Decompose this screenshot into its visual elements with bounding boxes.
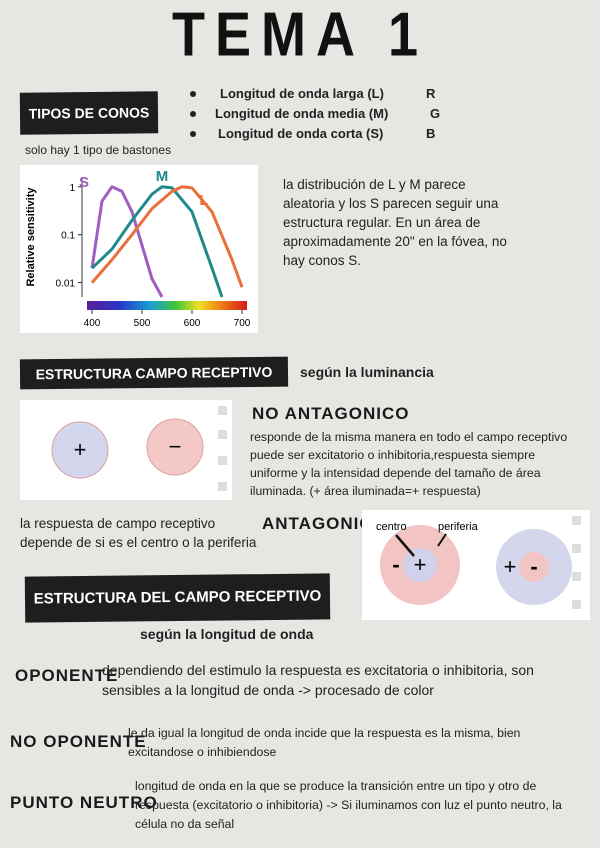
arrow	[437, 533, 447, 547]
series-label: M	[156, 168, 169, 185]
cell-excitatory	[51, 421, 109, 479]
cone-letter: B	[426, 126, 436, 141]
series-label: L	[199, 192, 208, 209]
label: periferia	[438, 521, 479, 533]
term: NO OPONENTE	[10, 732, 147, 751]
section-tag: TIPOS DE CONOS	[19, 91, 159, 135]
paragraph: responde de la misma manera en todo el c…	[250, 430, 568, 498]
plot	[90, 185, 244, 298]
cone-item: Longitud de onda larga (L) R	[190, 84, 460, 104]
sensitivity-chart: Relative sensitivity 1 0.1 0.01 400 500 600 70…	[20, 165, 258, 333]
x-tick-label: 400	[84, 318, 101, 329]
sign: -	[530, 554, 537, 579]
deco	[218, 456, 227, 465]
curve	[90, 185, 244, 288]
sign: +	[504, 554, 517, 579]
cone-text: Longitud de onda media (M)	[215, 106, 389, 121]
x-tick-label: 600	[184, 318, 201, 329]
subtitle: según la luminancia	[300, 364, 434, 380]
cone-item: Longitud de onda media (M) G	[190, 104, 460, 124]
deco	[572, 544, 581, 553]
definition: le da igual la longitud de onda incide q…	[128, 726, 521, 759]
deco	[218, 430, 227, 439]
center	[403, 548, 437, 582]
center	[519, 552, 549, 582]
sign: -	[392, 552, 399, 577]
series-label: S	[79, 174, 89, 191]
note: solo hay 1 tipo de bastones	[25, 143, 172, 157]
cone-list: Longitud de onda larga (L) R Longitud de …	[190, 84, 460, 144]
cell-inhibitory	[146, 418, 204, 476]
deco	[572, 516, 581, 525]
cone-letter: R	[426, 86, 436, 101]
cone-letter: G	[430, 106, 441, 121]
subtitle: según la longitud de onda	[140, 626, 314, 642]
cone-text: Longitud de onda corta (S)	[218, 126, 384, 141]
cone-item: Longitud de onda corta (S) B	[190, 124, 460, 144]
deco	[218, 482, 227, 491]
sign: +	[414, 552, 427, 577]
y-label: Relative sensitivity	[25, 187, 37, 287]
term: ANTAGONICO	[262, 514, 387, 533]
x-tick-label: 500	[134, 318, 151, 329]
y-tick-label: 0.1	[61, 231, 75, 242]
definition: longitud de onda en la que se produce la…	[135, 779, 562, 831]
spectrum	[87, 301, 247, 310]
sign: −	[169, 434, 182, 459]
deco	[572, 600, 581, 609]
term: OPONENTE	[15, 666, 119, 685]
curve	[90, 185, 164, 298]
deco	[572, 572, 581, 581]
section-tag: ESTRUCTURA CAMPO RECEPTIVO	[19, 356, 289, 390]
section-tag: ESTRUCTURA DEL CAMPO RECEPTIVO	[24, 573, 331, 623]
paragraph: la distribución de L y M parece aleatori…	[283, 177, 507, 268]
cone-text: Longitud de onda larga (L)	[220, 86, 384, 101]
arrow	[395, 534, 415, 557]
x-tick-label: 700	[234, 318, 251, 329]
definition: dependiendo del estimulo la respuesta es…	[102, 662, 534, 698]
panel-antagonico: - + + - centro periferia	[362, 510, 590, 620]
deco	[218, 406, 227, 415]
y-tick-label: 1	[69, 183, 75, 194]
label: centro	[376, 521, 407, 533]
title: TEMA 1	[171, 0, 428, 70]
term: NO ANTAGONICO	[252, 404, 410, 423]
sign: +	[74, 437, 87, 462]
paragraph: la respuesta de campo receptivo depende …	[20, 516, 257, 550]
y-tick-label: 0.01	[56, 279, 76, 290]
curve	[90, 185, 224, 298]
term: PUNTO NEUTRO	[10, 793, 158, 812]
panel-no-antagonico: + −	[20, 400, 232, 500]
